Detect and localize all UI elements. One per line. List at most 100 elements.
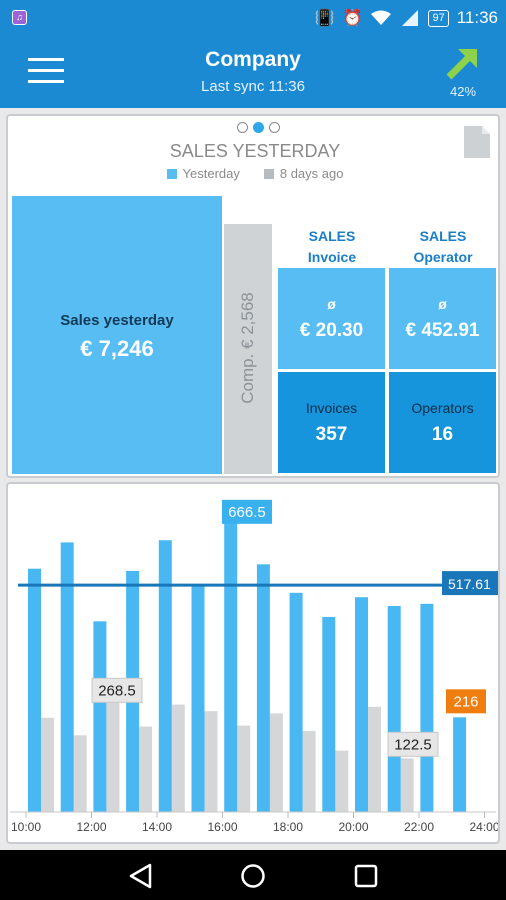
avg-per-invoice-tile[interactable]: ø € 20.30 <box>278 268 385 369</box>
x-tick-label: 10:00 <box>11 820 41 834</box>
sales-bar <box>420 603 434 812</box>
column-header-operator: SALES Operator <box>389 226 497 268</box>
sales-yesterday-block[interactable]: Sales yesterday € 7,246 <box>12 196 222 474</box>
tile-value: 16 <box>431 424 454 445</box>
prior-period-bar <box>400 758 414 812</box>
x-tick-label: 14:00 <box>142 820 172 834</box>
prior-period-bar <box>335 750 349 812</box>
sales-bar <box>355 597 368 812</box>
sales-bar <box>387 605 401 812</box>
prior-period-bar <box>106 694 120 812</box>
tile-label: ø <box>438 296 447 312</box>
legend-swatch <box>166 169 177 179</box>
recents-icon[interactable] <box>354 864 378 888</box>
sales-bar <box>60 542 74 812</box>
tile-value: € 452.91 <box>405 320 480 341</box>
home-icon[interactable] <box>240 863 266 889</box>
status-icons: 📳 ⏰ 97 11:36 <box>315 8 498 28</box>
x-tick-label: 24:00 <box>469 820 498 834</box>
prior-period-bar <box>237 725 251 812</box>
card-title: SALES YESTERDAY <box>169 141 341 161</box>
trend-percent: 42% <box>449 84 477 99</box>
tile-value: 357 <box>315 424 348 445</box>
legend-item-8-days-ago: 8 days ago <box>263 166 344 181</box>
prior-value-callout-box <box>91 677 143 703</box>
sales-yesterday-label: Sales yesterday <box>60 312 174 329</box>
last-sync-text: Last sync 11:36 <box>201 78 305 95</box>
prior-period-bar <box>139 726 153 812</box>
tile-value: € 20.30 <box>299 320 364 341</box>
notification-app-icon: ♫ <box>12 10 27 25</box>
invoices-tile[interactable]: Invoices 357 <box>278 372 385 473</box>
x-tick-label: 12:00 <box>76 820 106 834</box>
document-icon[interactable] <box>462 124 492 160</box>
trend-up-arrow-icon[interactable] <box>444 46 480 82</box>
chart-legend: Yesterday 8 days ago <box>8 166 502 181</box>
column-header-line: SALES <box>419 228 467 244</box>
wifi-icon <box>371 10 392 25</box>
app-bar: Company Last sync 11:36 42% <box>0 36 506 108</box>
status-time: 11:36 <box>456 8 498 27</box>
x-tick-label: 18:00 <box>273 820 303 834</box>
reference-line-label: 517.61 <box>448 576 491 592</box>
navigation-bar <box>0 850 506 900</box>
peak-value-callout-box <box>222 499 272 524</box>
vibrate-icon: 📳 <box>314 10 335 27</box>
sales-bar <box>224 519 238 812</box>
avg-per-operator-tile[interactable]: ø € 452.91 <box>389 268 496 369</box>
prior-period-bar <box>269 713 283 812</box>
x-tick-label: 16:00 <box>207 820 237 834</box>
x-tick-label: 22:00 <box>404 820 434 834</box>
battery-icon: 97 <box>428 9 449 27</box>
prior-period-bar <box>302 730 316 812</box>
reference-line-label-box <box>442 571 498 596</box>
column-header-line: Operator <box>413 249 473 265</box>
page-indicator[interactable] <box>237 122 280 133</box>
sales-yesterday-value: € 7,246 <box>80 336 154 361</box>
hourly-sales-chart[interactable]: 10:00 12:00 14:00 16:00 18:00 20:00 22:00 24:00… <box>8 484 498 842</box>
page-title: Company <box>205 48 301 71</box>
alarm-icon: ⏰ <box>342 10 363 27</box>
legend-label: Yesterday <box>182 166 240 181</box>
sales-bar <box>289 592 303 812</box>
column-header-invoice: SALES Invoice <box>278 226 386 268</box>
current-hour-callout: 216 <box>453 693 478 710</box>
sales-bar <box>322 616 336 812</box>
prior-period-bar <box>204 711 218 812</box>
hamburger-menu-icon[interactable] <box>28 58 64 84</box>
current-hour-callout-box <box>446 689 486 714</box>
sales-summary-card[interactable]: SALES YESTERDAY Yesterday 8 days ago Sal… <box>6 114 500 478</box>
peak-value-callout: 666.5 <box>228 504 266 521</box>
x-tick-label: 20:00 <box>338 820 368 834</box>
back-icon[interactable] <box>128 863 154 889</box>
tile-label: ø <box>327 296 336 312</box>
sales-bar <box>28 568 41 812</box>
hourly-sales-chart-card[interactable]: 10:00 12:00 14:00 16:00 18:00 20:00 22:00 24:00… <box>6 482 500 844</box>
comparison-value: Comp. € 2,568 <box>238 292 257 404</box>
prior-period-bar <box>368 706 381 812</box>
operators-tile[interactable]: Operators 16 <box>389 372 496 473</box>
legend-item-yesterday: Yesterday <box>166 166 240 181</box>
page-dot[interactable] <box>269 122 280 133</box>
status-bar: ♫ 📳 ⏰ 97 11:36 <box>0 0 506 36</box>
legend-label: 8 days ago <box>279 166 344 181</box>
tile-label: Operators <box>411 400 474 416</box>
prior-value-callout: 268.5 <box>98 682 136 699</box>
sales-bar <box>158 540 172 812</box>
sales-bar <box>191 586 205 812</box>
prior-period-bar <box>171 704 185 812</box>
column-header-line: Invoice <box>307 249 357 265</box>
sales-bar <box>453 717 467 812</box>
prior-period-bar <box>41 717 54 812</box>
prior-value-callout: 122.5 <box>394 736 432 753</box>
prior-period-bar <box>73 735 87 812</box>
comparison-block[interactable]: Comp. € 2,568 <box>224 224 272 474</box>
column-header-line: SALES <box>308 228 356 244</box>
legend-swatch <box>263 169 274 179</box>
sales-bar <box>93 621 107 812</box>
page-dot[interactable] <box>237 122 248 133</box>
tile-label: Invoices <box>305 400 358 416</box>
signal-icon <box>402 10 419 26</box>
prior-value-callout-box <box>387 731 439 757</box>
page-dot-active[interactable] <box>253 122 264 133</box>
